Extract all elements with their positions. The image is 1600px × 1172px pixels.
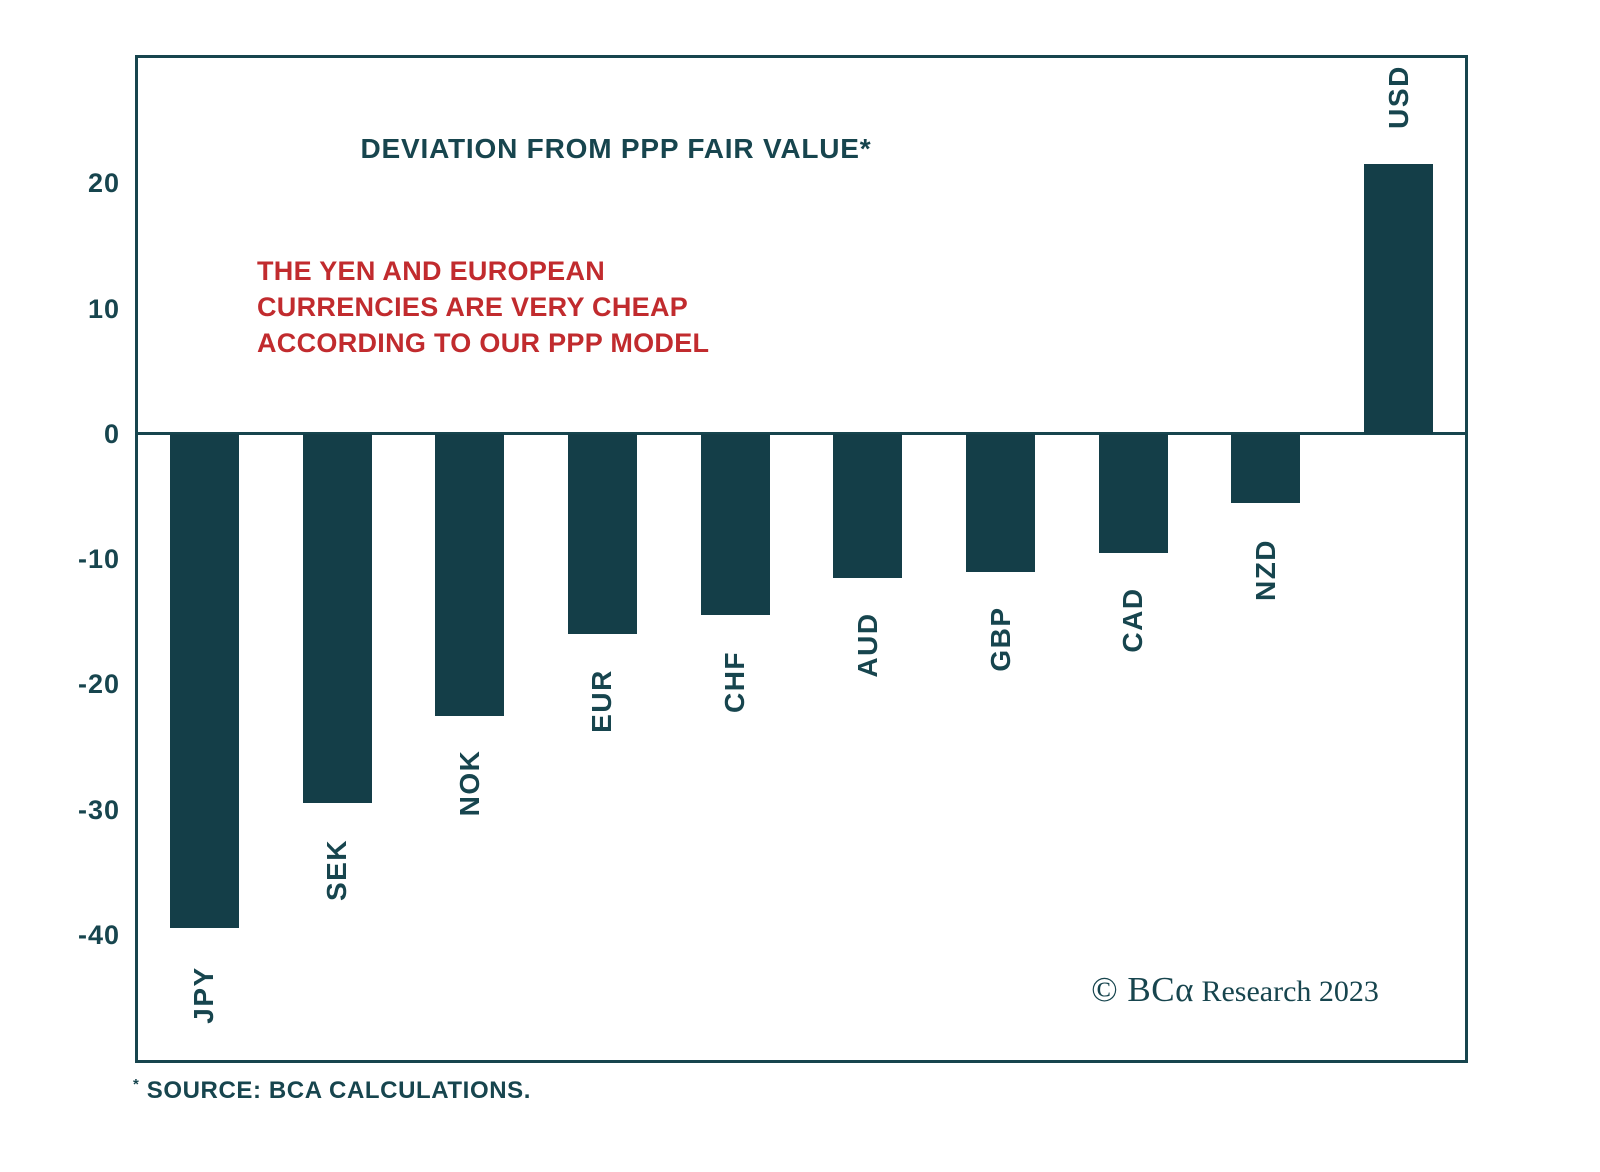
copyright-text: © BCα Research 2023 — [1091, 970, 1379, 1010]
source-note-text: SOURCE: BCA CALCULATIONS. — [139, 1077, 532, 1104]
bar-EUR — [567, 433, 637, 635]
bar-JPY — [169, 433, 239, 929]
plot-area: DEVIATION FROM PPP FAIR VALUE* THE YEN A… — [135, 55, 1468, 1063]
source-note: * SOURCE: BCA CALCULATIONS. — [133, 1076, 531, 1105]
y-tick-0: 0 — [103, 418, 120, 449]
bar-SEK — [302, 433, 372, 804]
bar-GBP — [966, 433, 1036, 572]
y-tick--40: -40 — [77, 919, 120, 950]
y-tick-10: 10 — [87, 293, 120, 324]
chart-annotation: THE YEN AND EUROPEAN CURRENCIES ARE VERY… — [257, 253, 709, 361]
copyright-rest: Research 2023 — [1193, 975, 1379, 1008]
y-tick--30: -30 — [77, 794, 120, 825]
chart-title: DEVIATION FROM PPP FAIR VALUE* — [360, 133, 872, 164]
bar-USD — [1364, 164, 1434, 434]
bar-CAD — [1098, 433, 1168, 553]
annotation-line-1: THE YEN AND EUROPEAN — [257, 256, 606, 286]
bar-NOK — [435, 433, 505, 716]
annotation-line-3: ACCORDING TO OUR PPP MODEL — [257, 328, 710, 358]
bar-CHF — [700, 433, 770, 616]
y-tick--10: -10 — [77, 544, 120, 574]
bar-NZD — [1231, 433, 1301, 503]
y-tick--20: -20 — [77, 669, 120, 700]
y-tick-20: 20 — [87, 168, 120, 199]
source-note-asterisk: * — [133, 1076, 140, 1093]
bca-logo-text: © BCα — [1091, 970, 1194, 1009]
annotation-line-2: CURRENCIES ARE VERY CHEAP — [257, 292, 689, 322]
bar-AUD — [833, 433, 903, 578]
zero-axis-line — [138, 432, 1465, 436]
